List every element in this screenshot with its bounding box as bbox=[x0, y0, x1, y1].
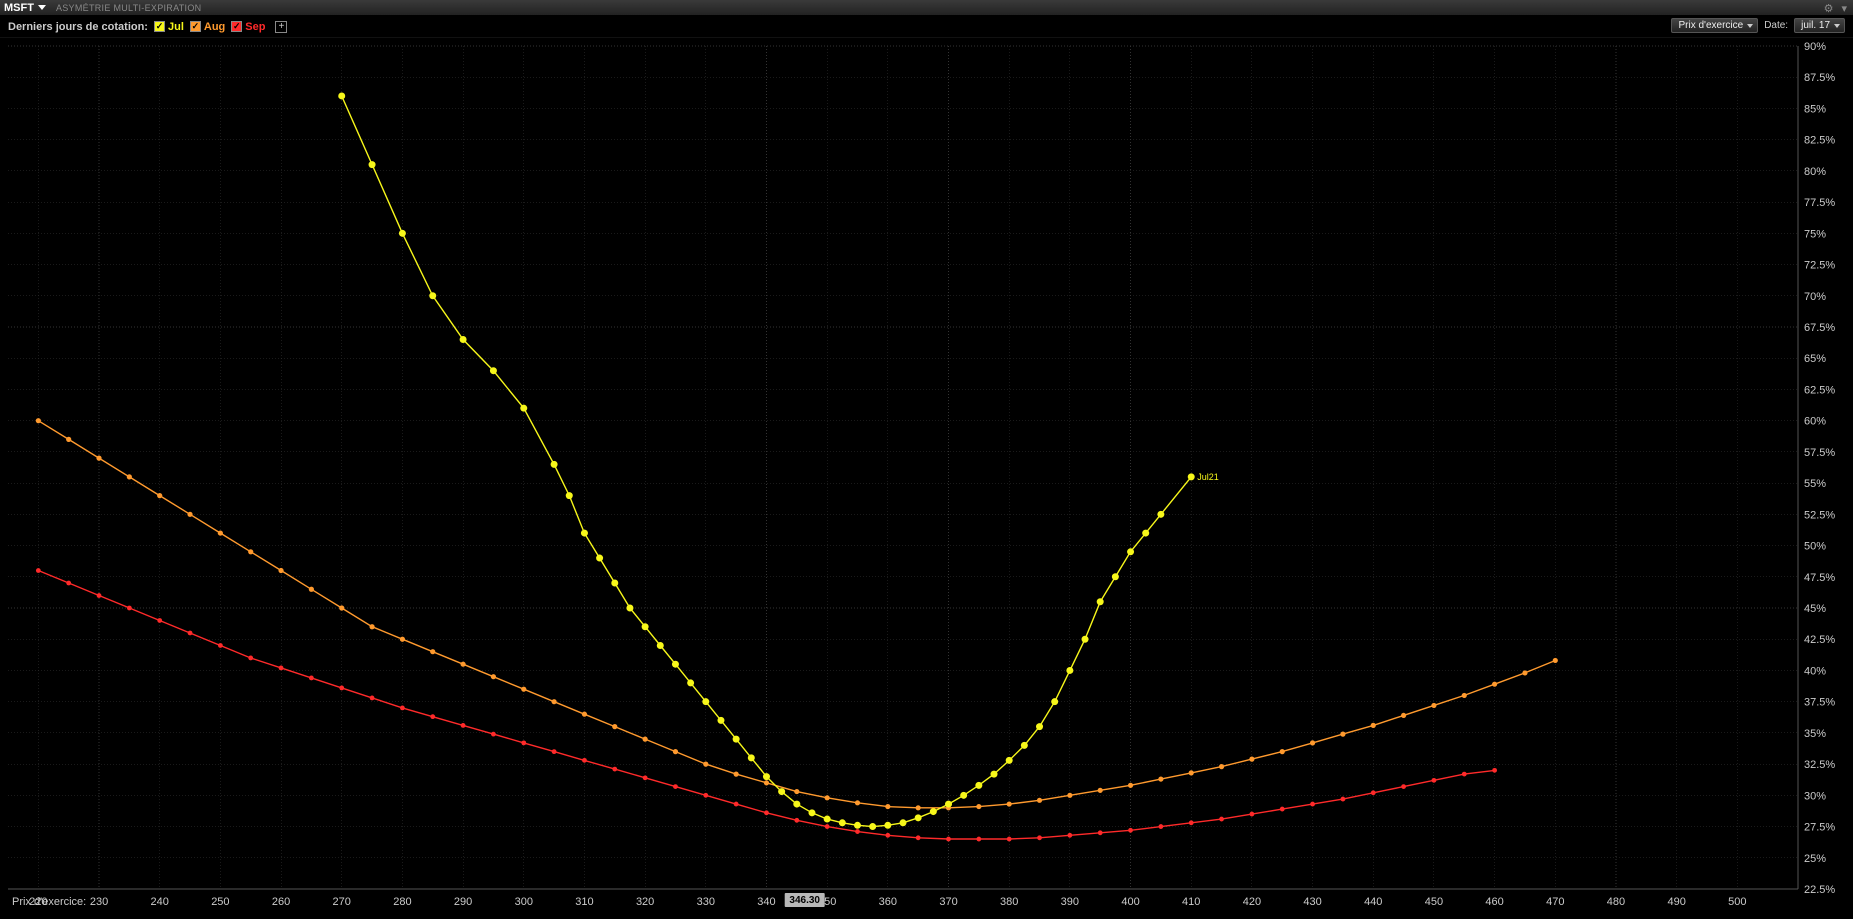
caret-down-icon bbox=[38, 5, 46, 10]
xaxis-mode-label: Prix d'exercice bbox=[1678, 20, 1743, 31]
x-tick-label: 480 bbox=[1607, 896, 1625, 908]
x-tick-label: 230 bbox=[90, 896, 108, 908]
y-tick-label: 57.5% bbox=[1804, 447, 1835, 459]
legend-item-aug[interactable]: Aug bbox=[190, 21, 225, 33]
x-tick-label: 280 bbox=[393, 896, 411, 908]
x-tick-label: 410 bbox=[1182, 896, 1200, 908]
y-tick-label: 25% bbox=[1804, 853, 1826, 865]
x-tick-label: 450 bbox=[1425, 896, 1443, 908]
y-tick-label: 27.5% bbox=[1804, 822, 1835, 834]
y-tick-label: 80% bbox=[1804, 166, 1826, 178]
y-tick-label: 90% bbox=[1804, 41, 1826, 53]
y-tick-label: 62.5% bbox=[1804, 384, 1835, 396]
add-series-button[interactable]: + bbox=[275, 21, 287, 33]
volatility-smile-chart: Jul21 22.5% 25% 27.5% 30% 32.5% 35% 37.5% 40% 42.… bbox=[0, 38, 1853, 919]
y-tick-label: 72.5% bbox=[1804, 260, 1835, 272]
svg-text:Jul21: Jul21 bbox=[1197, 472, 1219, 482]
x-tick-label: 400 bbox=[1121, 896, 1139, 908]
date-label: Date: bbox=[1764, 20, 1788, 31]
x-tick-label: 430 bbox=[1303, 896, 1321, 908]
y-tick-label: 82.5% bbox=[1804, 135, 1835, 147]
y-tick-label: 75% bbox=[1804, 228, 1826, 240]
ticker-symbol: MSFT bbox=[4, 2, 34, 14]
y-tick-label: 22.5% bbox=[1804, 884, 1835, 896]
y-tick-label: 60% bbox=[1804, 416, 1826, 428]
y-tick-label: 70% bbox=[1804, 291, 1826, 303]
legend-checkbox-aug[interactable] bbox=[190, 21, 201, 32]
y-tick-label: 52.5% bbox=[1804, 509, 1835, 521]
x-tick-label: 330 bbox=[697, 896, 715, 908]
x-tick-label: 240 bbox=[151, 896, 169, 908]
y-tick-label: 55% bbox=[1804, 478, 1826, 490]
y-tick-label: 32.5% bbox=[1804, 759, 1835, 771]
x-tick-label: 260 bbox=[272, 896, 290, 908]
x-tick-label: 250 bbox=[211, 896, 229, 908]
gear-icon[interactable]: ⚙ bbox=[1824, 2, 1834, 15]
x-tick-label: 490 bbox=[1667, 896, 1685, 908]
x-axis-title: Prix d'exercice: bbox=[12, 896, 86, 908]
x-tick-label: 500 bbox=[1728, 896, 1746, 908]
spot-price-marker: 346.30 bbox=[789, 895, 820, 906]
x-tick-label: 440 bbox=[1364, 896, 1382, 908]
x-tick-label: 340 bbox=[757, 896, 775, 908]
y-tick-label: 87.5% bbox=[1804, 72, 1835, 84]
y-tick-label: 50% bbox=[1804, 541, 1826, 553]
date-dropdown[interactable]: juil. 17 bbox=[1794, 18, 1845, 33]
x-tick-label: 360 bbox=[879, 896, 897, 908]
y-tick-label: 65% bbox=[1804, 353, 1826, 365]
x-tick-label: 290 bbox=[454, 896, 472, 908]
xaxis-mode-dropdown[interactable]: Prix d'exercice bbox=[1671, 18, 1758, 33]
x-tick-label: 460 bbox=[1485, 896, 1503, 908]
legend-label-aug: Aug bbox=[204, 21, 225, 33]
x-tick-label: 300 bbox=[515, 896, 533, 908]
x-tick-label: 380 bbox=[1000, 896, 1018, 908]
chart-area[interactable]: Jul21 22.5% 25% 27.5% 30% 32.5% 35% 37.5% 40% 42.… bbox=[0, 38, 1853, 919]
legend-checkbox-jul[interactable] bbox=[154, 21, 165, 32]
y-tick-label: 85% bbox=[1804, 103, 1826, 115]
y-tick-label: 30% bbox=[1804, 790, 1826, 802]
x-tick-label: 270 bbox=[333, 896, 351, 908]
y-tick-label: 77.5% bbox=[1804, 197, 1835, 209]
legend-item-sep[interactable]: Sep bbox=[231, 21, 265, 33]
y-tick-label: 47.5% bbox=[1804, 572, 1835, 584]
legend-title: Derniers jours de cotation: bbox=[8, 21, 148, 33]
x-tick-label: 390 bbox=[1061, 896, 1079, 908]
menu-caret-icon[interactable]: ▾ bbox=[1841, 2, 1847, 15]
x-tick-label: 310 bbox=[575, 896, 593, 908]
legend-item-jul[interactable]: Jul bbox=[154, 21, 184, 33]
x-tick-label: 470 bbox=[1546, 896, 1564, 908]
y-tick-label: 42.5% bbox=[1804, 634, 1835, 646]
x-tick-label: 370 bbox=[939, 896, 957, 908]
x-tick-label: 420 bbox=[1243, 896, 1261, 908]
y-tick-label: 40% bbox=[1804, 665, 1826, 677]
legend-label-sep: Sep bbox=[245, 21, 265, 33]
legend-checkbox-sep[interactable] bbox=[231, 21, 242, 32]
window-titlebar: MSFT ASYMÉTRIE MULTI-EXPIRATION ⚙ ▾ bbox=[0, 0, 1853, 16]
control-bar: Derniers jours de cotation: JulAugSep + … bbox=[0, 16, 1853, 38]
ticker-selector[interactable]: MSFT bbox=[4, 2, 46, 14]
x-tick-label: 320 bbox=[636, 896, 654, 908]
y-tick-label: 37.5% bbox=[1804, 697, 1835, 709]
date-value: juil. 17 bbox=[1801, 20, 1830, 31]
legend-label-jul: Jul bbox=[168, 21, 184, 33]
y-tick-label: 45% bbox=[1804, 603, 1826, 615]
y-tick-label: 35% bbox=[1804, 728, 1826, 740]
window-title: ASYMÉTRIE MULTI-EXPIRATION bbox=[56, 3, 201, 13]
y-tick-label: 67.5% bbox=[1804, 322, 1835, 334]
